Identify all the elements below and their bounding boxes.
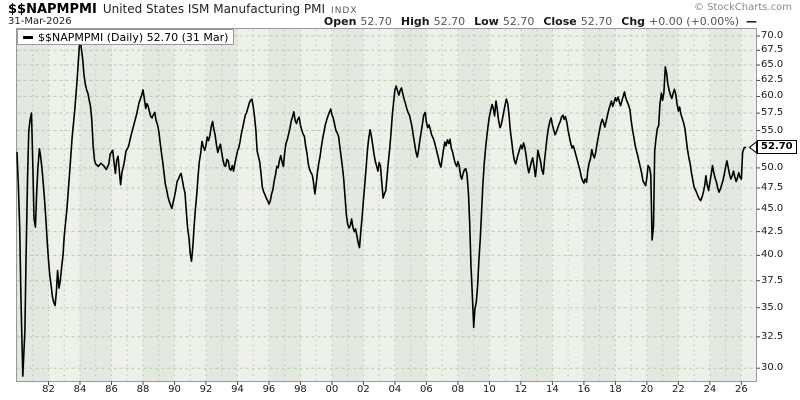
x-tick-label: 94 xyxy=(231,384,244,395)
y-tick-label: 62.5 xyxy=(761,74,784,86)
x-tick-label: 84 xyxy=(73,384,87,395)
symbol-label: $$NAPMPMI xyxy=(8,2,97,17)
stockcharts-watermark: © StockCharts.com xyxy=(693,2,792,13)
x-tick-label: 24 xyxy=(703,384,717,395)
y-tick-label: 42.5 xyxy=(761,225,784,237)
instrument-title: United States ISM Manufacturing PMI xyxy=(102,2,326,16)
low-readout: Low 52.70 xyxy=(474,15,535,28)
x-tick-label: 20 xyxy=(640,384,654,395)
series-line-swatch-icon xyxy=(23,35,33,39)
x-tick-label: 98 xyxy=(294,384,307,395)
series-legend[interactable]: $$NAPMPMI (Daily) 52.70 (31 Mar) xyxy=(17,29,235,45)
x-tick-label: 00 xyxy=(325,384,339,395)
x-tick-label: 90 xyxy=(168,384,181,395)
series-legend-label: $$NAPMPMI (Daily) 52.70 (31 Mar) xyxy=(38,30,229,44)
y-tick-label: 47.5 xyxy=(761,182,784,194)
x-tick-label: 10 xyxy=(483,384,496,395)
x-tick-label: 04 xyxy=(388,384,402,395)
change-direction-dash-icon: — xyxy=(746,15,757,28)
y-tick-label: 37.5 xyxy=(761,274,784,286)
y-tick-label: 45.0 xyxy=(761,203,784,215)
chart-header: $$NAPMPMI United States ISM Manufacturin… xyxy=(8,2,358,17)
x-tick-label: 18 xyxy=(609,384,622,395)
last-price-tag: 52.70 xyxy=(757,139,797,154)
ohlc-readout: Open 52.70 High 52.70 Low 52.70 Close 52… xyxy=(324,15,757,28)
x-tick-label: 02 xyxy=(357,384,370,395)
x-tick-label: 12 xyxy=(514,384,528,395)
x-tick-label: 96 xyxy=(262,384,276,395)
y-tick-label: 50.0 xyxy=(761,161,784,173)
x-tick-label: 88 xyxy=(136,384,150,395)
high-readout: High 52.70 xyxy=(400,15,466,28)
x-tick-label: 22 xyxy=(671,384,685,395)
x-tick-label: 16 xyxy=(577,384,591,395)
x-tick-label: 92 xyxy=(199,384,213,395)
x-tick-label: 86 xyxy=(105,384,118,395)
y-tick-label: 32.5 xyxy=(761,330,784,342)
y-tick-label: 40.0 xyxy=(761,249,784,261)
y-tick-label: 67.5 xyxy=(761,44,784,56)
y-tick-label: 35.0 xyxy=(761,301,784,313)
last-price-value: 52.70 xyxy=(761,140,793,152)
x-tick-label: 08 xyxy=(451,384,465,395)
y-tick-label: 55.0 xyxy=(761,124,784,136)
open-readout: Open 52.70 xyxy=(323,15,392,28)
exchange-label: INDX xyxy=(331,6,358,16)
change-readout: Chg +0.00 (+0.00%) xyxy=(621,15,739,28)
x-tick-label: 14 xyxy=(546,384,559,395)
y-tick-label: 60.0 xyxy=(761,90,784,102)
close-readout: Close 52.70 xyxy=(543,15,613,28)
y-tick-label: 30.0 xyxy=(761,362,784,374)
x-tick-label: 26 xyxy=(734,384,748,395)
x-tick-label: 82 xyxy=(42,384,55,395)
y-tick-label: 57.5 xyxy=(761,107,784,119)
y-tick-label: 70.0 xyxy=(761,29,784,41)
x-tick-label: 06 xyxy=(420,384,433,395)
y-tick-label: 65.0 xyxy=(761,59,784,71)
chart-date: 31-Mar-2026 xyxy=(8,16,72,27)
